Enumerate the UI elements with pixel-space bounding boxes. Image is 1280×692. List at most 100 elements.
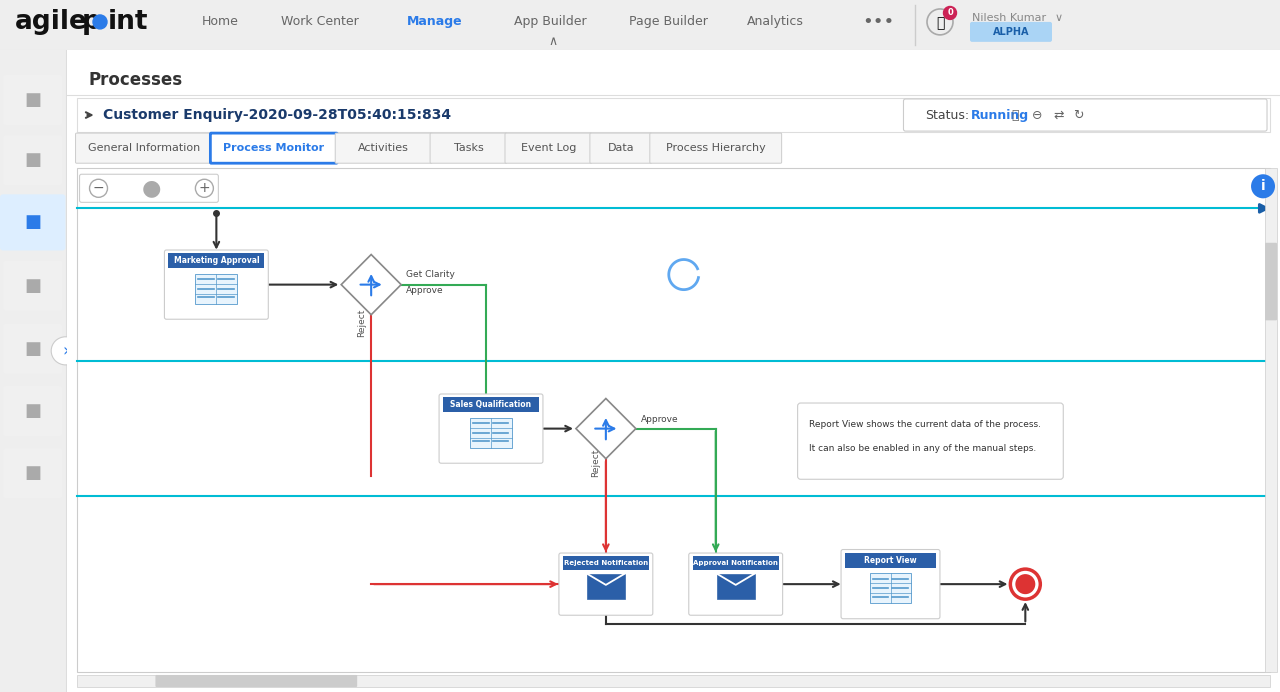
FancyBboxPatch shape [3, 135, 63, 185]
Text: ∨: ∨ [1055, 13, 1064, 23]
Bar [692, 556, 778, 570]
Text: ■: ■ [24, 340, 41, 358]
Text: Get Clarity: Get Clarity [406, 270, 454, 279]
FancyBboxPatch shape [506, 133, 591, 163]
Text: Work Center: Work Center [282, 15, 358, 28]
Bar [169, 253, 264, 268]
Bar [470, 417, 512, 448]
Bar [443, 397, 539, 412]
Text: ⊖: ⊖ [1032, 109, 1043, 122]
Text: It can also be enabled in any of the manual steps.: It can also be enabled in any of the man… [809, 444, 1036, 453]
Text: Reject: Reject [357, 309, 366, 337]
FancyBboxPatch shape [904, 99, 1267, 131]
Text: Running: Running [970, 109, 1029, 122]
FancyBboxPatch shape [335, 133, 433, 163]
Circle shape [51, 337, 79, 365]
Text: Tasks: Tasks [453, 143, 484, 153]
Text: App Builder: App Builder [513, 15, 586, 28]
FancyBboxPatch shape [3, 75, 63, 125]
Text: •••: ••• [861, 13, 895, 31]
FancyBboxPatch shape [3, 448, 63, 498]
Bar [588, 574, 625, 599]
FancyBboxPatch shape [559, 553, 653, 615]
Text: Rejected Notification: Rejected Notification [563, 560, 648, 566]
FancyBboxPatch shape [76, 133, 212, 163]
Text: ∧: ∧ [548, 35, 558, 48]
FancyBboxPatch shape [210, 133, 337, 163]
Bar [1265, 168, 1277, 672]
FancyBboxPatch shape [3, 260, 63, 311]
Text: ■: ■ [24, 464, 41, 482]
Text: ■: ■ [24, 213, 41, 231]
Text: Approval Notification: Approval Notification [694, 560, 778, 566]
Text: 🔔: 🔔 [936, 16, 945, 30]
Text: int: int [108, 9, 148, 35]
Text: Home: Home [201, 15, 238, 28]
Text: ■: ■ [24, 277, 41, 295]
Text: ↻: ↻ [1073, 109, 1083, 122]
Text: Processes: Processes [88, 71, 183, 89]
Text: ⏸: ⏸ [1011, 109, 1019, 122]
Text: Data: Data [608, 143, 634, 153]
Text: ALPHA: ALPHA [993, 27, 1029, 37]
FancyBboxPatch shape [430, 133, 507, 163]
Bar [869, 573, 911, 603]
FancyBboxPatch shape [970, 22, 1052, 42]
Text: Marketing Approval: Marketing Approval [174, 256, 259, 265]
Text: Nilesh Kumar: Nilesh Kumar [972, 13, 1046, 23]
Circle shape [93, 15, 108, 29]
Text: Analytics: Analytics [746, 15, 804, 28]
Text: Report View: Report View [864, 556, 916, 565]
FancyBboxPatch shape [841, 549, 940, 619]
Text: General Information: General Information [88, 143, 200, 153]
Text: +: + [198, 181, 210, 195]
Text: Status:: Status: [925, 109, 969, 122]
Text: Activities: Activities [358, 143, 410, 153]
Text: Reject: Reject [591, 448, 600, 477]
FancyBboxPatch shape [650, 133, 782, 163]
Bar [563, 556, 649, 570]
Text: i: i [1261, 179, 1266, 193]
Text: Process Monitor: Process Monitor [223, 143, 324, 153]
Polygon shape [576, 399, 636, 459]
Text: ●: ● [142, 179, 161, 199]
FancyBboxPatch shape [155, 675, 357, 687]
Text: Event Log: Event Log [521, 143, 576, 153]
Text: ›: › [63, 342, 69, 360]
FancyBboxPatch shape [79, 174, 219, 202]
Circle shape [1015, 574, 1036, 594]
Text: Page Builder: Page Builder [628, 15, 708, 28]
Text: Customer Enquiry-2020-09-28T05:40:15:834: Customer Enquiry-2020-09-28T05:40:15:834 [102, 108, 451, 122]
FancyBboxPatch shape [689, 553, 782, 615]
FancyBboxPatch shape [590, 133, 652, 163]
Text: Process Hierarchy: Process Hierarchy [666, 143, 765, 153]
Text: Approve: Approve [641, 415, 678, 424]
FancyBboxPatch shape [439, 394, 543, 463]
FancyBboxPatch shape [3, 324, 63, 374]
Bar [77, 168, 1270, 672]
Text: ■: ■ [24, 91, 41, 109]
Bar [77, 98, 1270, 132]
FancyBboxPatch shape [3, 386, 63, 436]
Bar [77, 675, 1270, 687]
Text: ■: ■ [24, 402, 41, 420]
Polygon shape [342, 255, 401, 315]
Text: agile: agile [15, 9, 88, 35]
FancyBboxPatch shape [0, 194, 65, 251]
Text: ⇄: ⇄ [1053, 109, 1064, 122]
FancyBboxPatch shape [164, 250, 269, 319]
Circle shape [1010, 569, 1041, 599]
Text: p: p [82, 9, 101, 35]
Text: Sales Qualification: Sales Qualification [451, 400, 531, 409]
FancyBboxPatch shape [797, 403, 1064, 480]
Circle shape [1251, 174, 1275, 199]
Circle shape [943, 6, 956, 19]
FancyBboxPatch shape [1265, 243, 1277, 320]
Text: ■: ■ [24, 151, 41, 170]
Text: Report View shows the current data of the process.: Report View shows the current data of th… [809, 419, 1041, 428]
Bar [717, 574, 755, 599]
Text: −: − [92, 181, 105, 195]
Text: Manage: Manage [407, 15, 463, 28]
Bar [845, 552, 936, 567]
Bar [196, 273, 237, 304]
